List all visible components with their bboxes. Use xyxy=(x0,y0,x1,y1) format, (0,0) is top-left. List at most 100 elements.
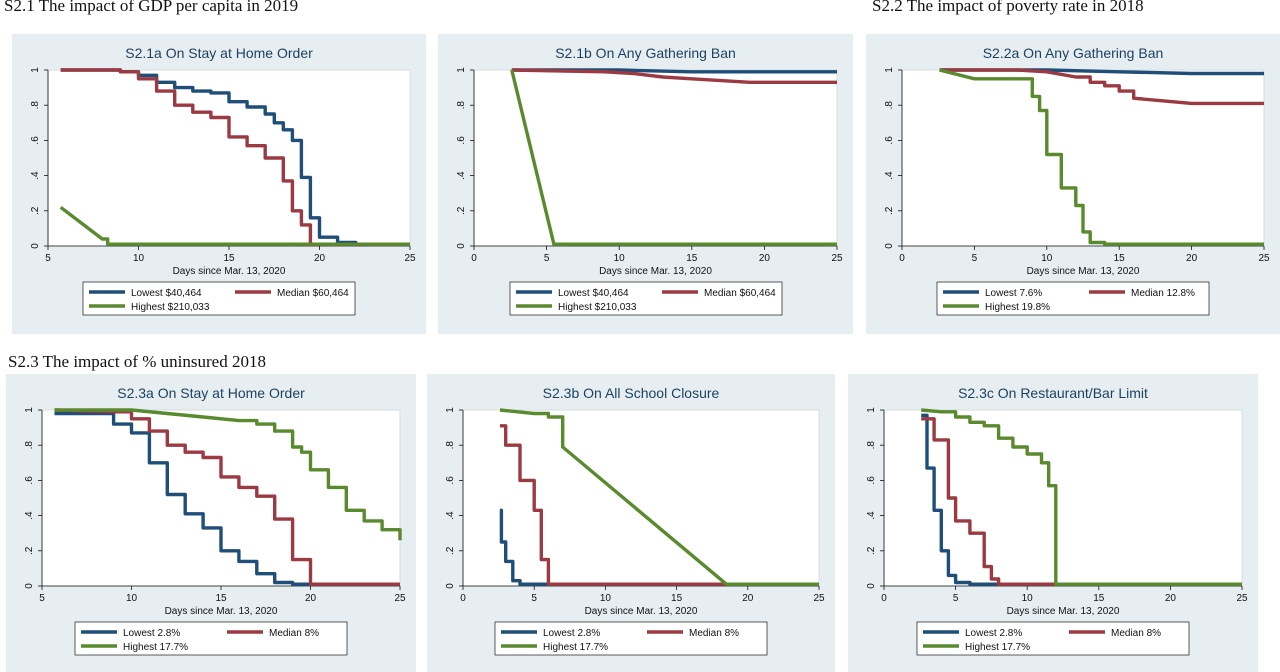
series-line xyxy=(511,68,837,84)
chart-panel: S2.1a On Stay at Home Order 0.2.4.6.8 1 5 10… xyxy=(12,34,426,334)
x-tick-label: 0 xyxy=(460,593,466,604)
chart-title: S2.3a On Stay at Home Order xyxy=(117,385,305,401)
x-tick-label: 25 xyxy=(1258,253,1270,264)
y-tick-label: .6 xyxy=(884,136,895,145)
x-tick-label: 25 xyxy=(831,253,843,264)
x-tick-label: 5 xyxy=(45,253,51,264)
x-tick-label: 10 xyxy=(1041,253,1053,264)
y-tick-label: .4 xyxy=(30,171,41,180)
x-tick-label: 20 xyxy=(305,593,317,604)
chart-title: S2.3c On Restaurant/Bar Limit xyxy=(958,385,1148,401)
series-line xyxy=(54,408,400,586)
y-tick-label: .6 xyxy=(24,476,35,485)
chart-panel: S2.2a On Any Gathering Ban 0.2.4.6.8 1 0 5 10… xyxy=(866,34,1280,334)
series-line xyxy=(59,205,410,246)
y-tick-label: 1 xyxy=(30,67,41,73)
legend-label: Highest $210,033 xyxy=(131,302,210,313)
y-tick-label: .4 xyxy=(866,511,877,520)
y-tick-label: 0 xyxy=(884,243,895,249)
y-tick-label: .8 xyxy=(30,101,41,110)
y-tick-label: 0 xyxy=(866,583,877,589)
legend-label: Lowest 7.6% xyxy=(985,288,1042,299)
y-tick-label: .2 xyxy=(445,546,456,555)
legend-box xyxy=(509,281,783,316)
x-tick-label: 25 xyxy=(1236,593,1248,604)
series-line xyxy=(939,68,1264,106)
series-line xyxy=(921,417,1242,586)
y-tick-label: 0 xyxy=(445,583,456,589)
y-tick-label: .2 xyxy=(30,206,41,215)
x-tick-label: 25 xyxy=(404,253,416,264)
x-axis-label: Days since Mar. 13, 2020 xyxy=(165,606,278,617)
y-tick-label: .4 xyxy=(24,511,35,520)
x-axis-label: Days since Mar. 13, 2020 xyxy=(1007,606,1120,617)
y-tick-label: 0 xyxy=(30,243,41,249)
x-tick-label: 20 xyxy=(759,253,771,264)
x-tick-label: 5 xyxy=(544,253,550,264)
x-tick-label: 10 xyxy=(600,593,612,604)
x-tick-label: 0 xyxy=(471,253,477,264)
series-line xyxy=(60,68,410,246)
y-tick-label: .2 xyxy=(24,546,35,555)
y-tick-label: 1 xyxy=(445,407,456,413)
legend-box xyxy=(494,621,768,656)
y-tick-label: .8 xyxy=(445,441,456,450)
legend-label: Lowest $40,464 xyxy=(131,288,202,299)
legend-label: Median 8% xyxy=(269,628,319,639)
series-line xyxy=(60,68,410,246)
legend-box xyxy=(82,281,356,316)
series-line xyxy=(54,408,402,541)
y-tick-label: 1 xyxy=(884,67,895,73)
chart-svg: S2.3c On Restaurant/Bar Limit0.2.4.6.810… xyxy=(866,385,1248,656)
x-tick-label: 5 xyxy=(39,593,45,604)
y-tick-label: .8 xyxy=(884,101,895,110)
y-tick-label: .6 xyxy=(30,136,41,145)
y-tick-label: .8 xyxy=(866,441,877,450)
x-tick-label: 20 xyxy=(314,253,326,264)
plot-area xyxy=(462,409,820,587)
y-tick-label: .6 xyxy=(445,476,456,485)
legend-label: Highest 17.7% xyxy=(965,642,1030,653)
chart-title: S2.1a On Stay at Home Order xyxy=(125,45,313,61)
legend-label: Median 12.8% xyxy=(1131,288,1195,299)
series-line xyxy=(921,413,1242,586)
chart-panel: S2.3a On Stay at Home Order 0.2.4.6.8 1 5 10… xyxy=(6,374,416,672)
x-axis-label: Days since Mar. 13, 2020 xyxy=(173,266,286,277)
legend-box xyxy=(74,621,348,656)
series-line xyxy=(939,68,1264,246)
series-line xyxy=(921,408,1242,586)
series-line xyxy=(499,508,819,586)
section-title: S2.2 The impact of poverty rate in 2018 xyxy=(872,0,1144,15)
x-axis-label: Days since Mar. 13, 2020 xyxy=(599,266,712,277)
chart-panel: S2.3b On All School Closure 0.2.4.6.8 1 0 5 1… xyxy=(427,374,835,672)
y-tick-label: .6 xyxy=(456,136,467,145)
section-title: S2.3 The impact of % uninsured 2018 xyxy=(8,352,266,371)
y-tick-label: .8 xyxy=(456,101,467,110)
x-tick-label: 15 xyxy=(686,253,698,264)
x-tick-label: 25 xyxy=(813,593,825,604)
series-line xyxy=(499,408,819,586)
y-tick-label: .4 xyxy=(445,511,456,520)
y-tick-label: 0 xyxy=(456,243,467,249)
y-tick-label: .4 xyxy=(456,171,467,180)
legend-label: Lowest $40,464 xyxy=(558,288,629,299)
y-tick-label: .6 xyxy=(866,476,877,485)
y-tick-label: .2 xyxy=(866,546,877,555)
x-tick-label: 10 xyxy=(614,253,626,264)
plot-area xyxy=(41,409,401,587)
legend-label: Lowest 2.8% xyxy=(123,628,180,639)
chart-title: S2.1b On Any Gathering Ban xyxy=(555,45,736,61)
x-tick-label: 5 xyxy=(531,593,537,604)
x-axis-label: Days since Mar. 13, 2020 xyxy=(1027,266,1140,277)
chart-title: S2.3b On All School Closure xyxy=(543,385,720,401)
x-tick-label: 0 xyxy=(881,593,887,604)
legend-box xyxy=(936,281,1210,316)
plot-area xyxy=(883,409,1243,587)
legend-label: Median $60,464 xyxy=(277,288,349,299)
section-title: S2.1 The impact of GDP per capita in 201… xyxy=(4,0,299,15)
legend-box xyxy=(916,621,1190,656)
legend-label: Highest 19.8% xyxy=(985,302,1050,313)
